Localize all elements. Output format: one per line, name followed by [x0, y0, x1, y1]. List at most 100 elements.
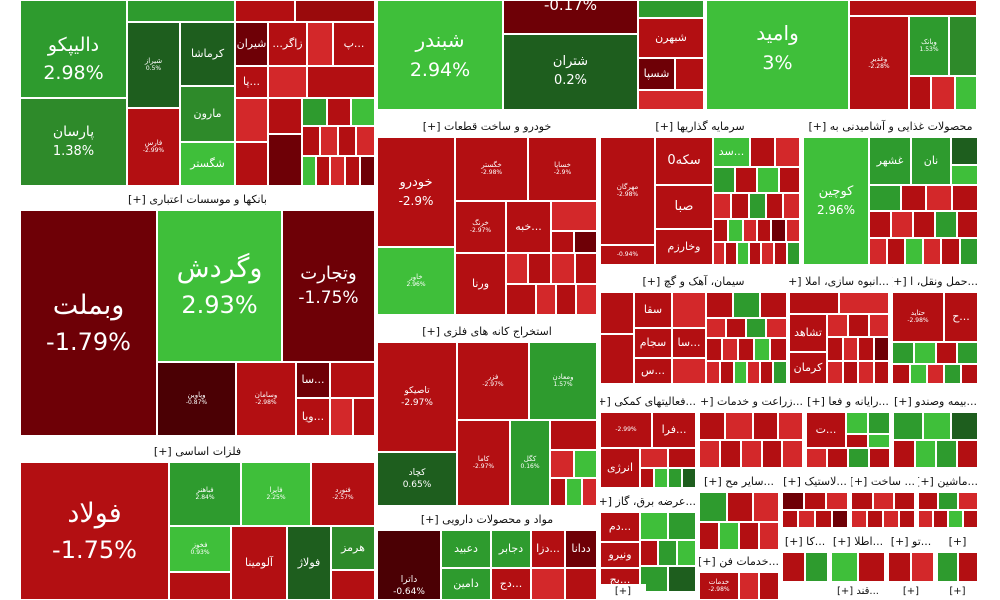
tile-cell[interactable] [770, 338, 787, 361]
tile-cell[interactable] [760, 361, 773, 384]
tile-cell[interactable] [741, 440, 762, 468]
tile-vagardesh[interactable]: وگردش 2.93% [157, 210, 282, 362]
tile-cell[interactable] [733, 292, 760, 318]
tile-cell[interactable] [235, 142, 268, 186]
tile-cell[interactable] [551, 201, 597, 231]
tile-cell[interactable] [848, 448, 869, 468]
tile-cell[interactable] [713, 242, 725, 265]
tile-cell[interactable] [815, 510, 832, 528]
tile-cell[interactable] [778, 412, 803, 440]
tile-cell[interactable] [839, 292, 889, 314]
tile-cell[interactable] [746, 318, 766, 338]
tile-cell[interactable] [960, 238, 978, 265]
tile-cell[interactable] [848, 314, 869, 337]
tile-cell[interactable] [957, 440, 978, 468]
tile-faloira[interactable]: فایرا 2.25% [241, 462, 311, 526]
sector-header[interactable]: سرمایه گذاریها [+] [600, 117, 800, 137]
tile-cell[interactable] [713, 219, 728, 242]
tile-dajaber[interactable]: دجابر [491, 530, 531, 568]
tile-cell[interactable] [899, 510, 915, 528]
tile-cell[interactable] [867, 510, 883, 528]
tile-cell[interactable] [891, 211, 913, 238]
tile-cell[interactable] [851, 492, 873, 510]
tile-datara[interactable]: داترا -0.64% [377, 530, 441, 600]
tile-tapiko[interactable]: تاصیکو -2.97% [377, 342, 457, 452]
tile-cell[interactable] [933, 510, 948, 528]
tile-shegostar[interactable]: شگستر [180, 142, 235, 186]
tile-cell[interactable] [757, 219, 771, 242]
tile-cell[interactable] [706, 361, 720, 384]
tile-cell[interactable] [892, 364, 910, 384]
tile-cell[interactable] [750, 137, 775, 167]
tile-cell[interactable] [789, 292, 839, 314]
tile-cell[interactable] [858, 361, 874, 384]
tile-cell[interactable] [550, 478, 566, 506]
tile-mehrgan[interactable]: مهرگان -2.98% [600, 137, 655, 245]
tile-cell[interactable] [235, 98, 268, 142]
tile-vakhazr[interactable]: -0.94% [600, 245, 655, 265]
tile-cell[interactable] [952, 185, 978, 211]
tile-cell[interactable] [360, 156, 375, 186]
tile-vanirou[interactable]: ونیرو [600, 542, 640, 568]
tile-cell[interactable] [849, 0, 977, 16]
tile-cell[interactable] [235, 0, 295, 22]
tile-cell[interactable] [316, 156, 330, 186]
tile-cell[interactable] [640, 468, 654, 488]
tile-fars[interactable]: فارس -2.99% [127, 108, 180, 186]
tile-cell[interactable] [782, 552, 805, 582]
tile-cell[interactable] [926, 185, 952, 211]
tile-cell[interactable] [338, 126, 356, 156]
sector-header[interactable]: بانکها و موسسات اعتباری [+] [20, 190, 375, 210]
tile-sad[interactable]: ...سد [713, 137, 750, 167]
tile-cell[interactable] [869, 238, 887, 265]
tile-hamal-ha[interactable]: ...ح [944, 292, 978, 342]
tile-cell[interactable] [713, 167, 735, 193]
tile-cell[interactable] [753, 412, 778, 440]
tile-cell[interactable] [668, 512, 696, 540]
tile-cell[interactable] [923, 412, 951, 440]
sector-header[interactable]: ...عرضه برق، گاز [+] [600, 492, 696, 512]
tile-enerzhi[interactable]: انرژی [600, 448, 640, 488]
tile-cell[interactable] [550, 450, 574, 478]
tile-cell[interactable] [699, 492, 727, 522]
tile-sajam[interactable]: سجام [634, 328, 672, 358]
tile-ghshahr[interactable]: غشهر [869, 137, 911, 185]
tile-cell[interactable] [706, 338, 722, 361]
tile-cell[interactable] [677, 540, 696, 566]
tile-cell[interactable] [531, 568, 565, 600]
tile-cell[interactable] [330, 362, 375, 398]
tile-cell[interactable] [951, 137, 978, 165]
tile-cell[interactable] [868, 434, 890, 448]
sector-header[interactable]: ...لاستیک [+] [782, 472, 848, 492]
tile-cell[interactable] [873, 492, 894, 510]
tile-cell[interactable] [640, 448, 668, 468]
tile-vomid[interactable]: وامید 3% [706, 0, 849, 110]
sector-header[interactable]: ...فعالیتهای کمکی [+] [600, 392, 696, 412]
tile-cell[interactable] [351, 98, 375, 126]
tile-cell[interactable] [268, 134, 302, 186]
tile-cell[interactable] [931, 76, 955, 110]
sector-header[interactable]: مواد و محصولات دارویی [+] [377, 510, 597, 530]
tile-cell[interactable] [949, 16, 977, 76]
tile-dabid[interactable]: دعبید [441, 530, 491, 568]
tile-cell[interactable] [728, 219, 743, 242]
tile-cell[interactable] [887, 238, 905, 265]
tile-cell[interactable] [851, 510, 867, 528]
sector-header[interactable]: استخراج کانه های فلزی [+] [377, 322, 597, 342]
tile-cell[interactable] [356, 126, 375, 156]
tile-cell[interactable] [937, 552, 958, 582]
tile-set[interactable]: ...ت [806, 412, 846, 448]
tile-cell[interactable] [910, 364, 927, 384]
tile-kerman[interactable]: کرمان [789, 352, 827, 384]
tile-faboas[interactable]: فباهنر 2.84% [169, 462, 241, 526]
tile-cell[interactable] [766, 318, 787, 338]
tile-cell[interactable] [550, 420, 597, 450]
tile-cell[interactable] [915, 440, 936, 468]
tile-cell[interactable] [944, 364, 961, 384]
tile-cell[interactable] [869, 185, 901, 211]
tile-dapico[interactable]: دالیپکو 2.98% [20, 0, 127, 98]
tile-cell[interactable] [600, 334, 634, 384]
tile-dj[interactable]: ...دج [491, 568, 531, 600]
sector-header[interactable]: خودرو و ساخت قطعات [+] [377, 117, 597, 137]
tile-seke[interactable]: سکه0 [655, 137, 713, 185]
